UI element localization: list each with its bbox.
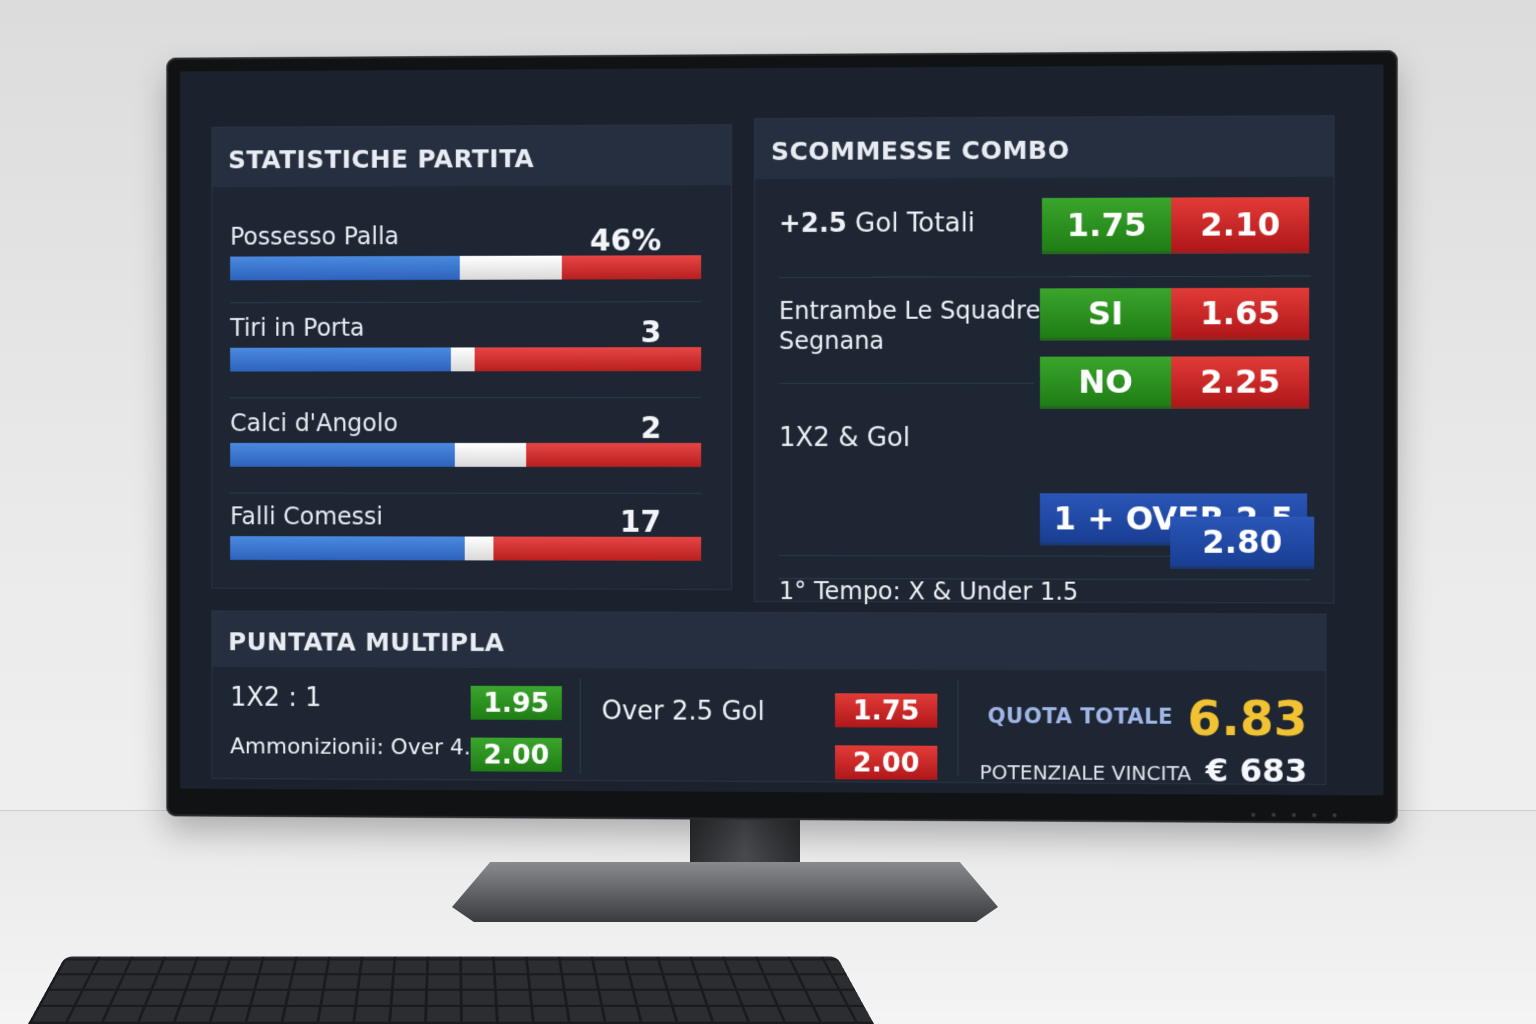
bar-white-segment bbox=[464, 536, 493, 561]
stat-value: 2 bbox=[640, 411, 662, 446]
combo-row-both-score: Entrambe Le Squadre Segnana SI 1.65 NO 2… bbox=[778, 284, 1311, 409]
odd-button-goal-totals-red[interactable]: 2.10 bbox=[1171, 196, 1310, 254]
divider bbox=[230, 301, 702, 304]
total-odds-value: 6.83 bbox=[1187, 690, 1308, 748]
multi-label-1x2: 1X2 : 1 bbox=[230, 682, 322, 713]
combo-label: 1° Tempo: X & Under 1.5 bbox=[778, 577, 1079, 606]
yes-odd-button[interactable]: 1.65 bbox=[1171, 287, 1310, 341]
bar-white-segment bbox=[450, 347, 475, 372]
monitor-buttons bbox=[1251, 812, 1337, 818]
bar-white-segment bbox=[460, 255, 562, 280]
divider bbox=[957, 679, 959, 776]
combo-label-line1: Entrambe Le Squadre bbox=[778, 296, 1041, 325]
no-option-button[interactable]: NO bbox=[1039, 356, 1172, 409]
multi-odd-1x2[interactable]: 1.95 bbox=[470, 685, 562, 721]
stats-panel-title: STATISTICHE PARTITA bbox=[212, 125, 732, 188]
combo-row-1x2-gol: 1X2 & Gol bbox=[779, 419, 1311, 459]
potential-win-value: € 683 bbox=[1205, 751, 1308, 790]
combo-label-line2: Segnana bbox=[778, 326, 885, 355]
bar-blue-segment bbox=[230, 536, 465, 561]
monitor-button-icon[interactable] bbox=[1291, 813, 1296, 818]
stat-label: Calci d'Angolo bbox=[230, 409, 398, 437]
potential-win-label: POTENZIALE VINCITA bbox=[979, 760, 1192, 786]
multi-panel-title: PUNTATA MULTIPLA bbox=[212, 611, 1326, 672]
combo-panel-title: SCOMMESSE COMBO bbox=[755, 116, 1334, 180]
multi-label-bookings: Ammonizionii: Over 4.5 bbox=[230, 734, 485, 761]
bar-red-segment bbox=[561, 255, 702, 280]
stats-panel: STATISTICHE PARTITA Possesso Palla 46% T… bbox=[211, 124, 733, 590]
stat-label: Possesso Palla bbox=[230, 222, 400, 251]
stat-bar bbox=[230, 442, 702, 467]
stat-row-possession: Possesso Palla 46% bbox=[230, 221, 702, 281]
monitor: STATISTICHE PARTITA Possesso Palla 46% T… bbox=[166, 50, 1398, 824]
multi-odd-over-2[interactable]: 2.00 bbox=[835, 745, 938, 780]
stat-bar bbox=[230, 536, 702, 561]
divider bbox=[230, 397, 702, 399]
stat-bar bbox=[230, 347, 702, 372]
multi-odd-bookings[interactable]: 2.00 bbox=[470, 737, 562, 772]
bar-white-segment bbox=[455, 442, 527, 467]
stat-label: Falli Comessi bbox=[230, 502, 383, 531]
bar-red-segment bbox=[492, 536, 702, 561]
stat-bar bbox=[230, 255, 702, 281]
monitor-button-icon[interactable] bbox=[1312, 813, 1317, 818]
divider bbox=[230, 492, 702, 494]
combo-label-bold: +2.5 bbox=[778, 208, 847, 239]
combo-label: +2.5 Gol Totali bbox=[779, 208, 975, 239]
bar-red-segment bbox=[474, 347, 702, 372]
monitor-button-icon[interactable] bbox=[1271, 812, 1276, 817]
yes-option-button[interactable]: SI bbox=[1039, 288, 1172, 341]
bar-red-segment bbox=[526, 442, 702, 467]
divider bbox=[778, 382, 1034, 384]
odd-button-goal-totals-green[interactable]: 1.75 bbox=[1041, 197, 1172, 255]
keyboard bbox=[28, 956, 874, 1024]
monitor-button-icon[interactable] bbox=[1332, 813, 1337, 818]
bar-blue-segment bbox=[230, 347, 451, 372]
monitor-button-icon[interactable] bbox=[1251, 812, 1256, 817]
stat-value: 46% bbox=[589, 223, 662, 259]
divider bbox=[579, 678, 581, 774]
stat-label: Tiri in Porta bbox=[230, 313, 365, 342]
divider bbox=[778, 275, 1312, 278]
total-odds-label: QUOTA TOTALE bbox=[987, 703, 1174, 729]
combo-row-first-half: 1° Tempo: X & Under 1.5 bbox=[779, 565, 1311, 606]
multi-panel: PUNTATA MULTIPLA 1X2 : 1 1.95 Ammonizion… bbox=[211, 610, 1327, 790]
stat-row-shots: Tiri in Porta 3 bbox=[230, 313, 702, 372]
stat-value: 17 bbox=[619, 504, 662, 540]
no-odd-button[interactable]: 2.25 bbox=[1171, 356, 1310, 409]
first-half-odd-button[interactable]: 2.80 bbox=[1170, 516, 1315, 570]
stat-value: 3 bbox=[640, 315, 662, 351]
combo-label-rest: Gol Totali bbox=[846, 208, 976, 239]
bar-blue-segment bbox=[230, 255, 461, 281]
screen: STATISTICHE PARTITA Possesso Palla 46% T… bbox=[180, 64, 1384, 796]
multi-odd-over-1[interactable]: 1.75 bbox=[835, 693, 938, 728]
combo-label: 1X2 & Gol bbox=[778, 422, 911, 454]
bar-blue-segment bbox=[230, 442, 456, 467]
monitor-stand-base bbox=[452, 862, 998, 922]
multi-label-over: Over 2.5 Gol bbox=[601, 696, 765, 727]
combo-row-goal-totals: +2.5 Gol Totali 1.75 2.10 bbox=[779, 193, 1311, 265]
